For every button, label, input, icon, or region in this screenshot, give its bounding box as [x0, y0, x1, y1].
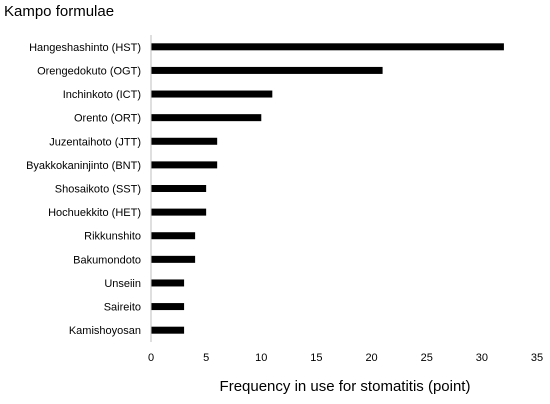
bar — [151, 232, 196, 240]
bar — [151, 279, 185, 287]
bar — [151, 114, 262, 122]
bar — [151, 90, 273, 98]
x-tick-label: 0 — [148, 352, 154, 364]
bar — [151, 137, 218, 145]
x-axis-label: Frequency in use for stomatitis (point) — [220, 378, 471, 395]
x-tick-label: 25 — [421, 352, 433, 364]
bar — [151, 161, 218, 169]
x-tick-label: 30 — [476, 352, 488, 364]
category-label: Unseiin — [104, 278, 141, 290]
x-tick-label: 35 — [531, 352, 543, 364]
category-label: Saireito — [104, 302, 141, 314]
category-label: Rikkunshito — [84, 231, 141, 243]
bar — [151, 208, 207, 216]
x-tick-label: 10 — [255, 352, 267, 364]
category-labels: Hangeshashinto (HST) Orengedokuto (OGT) In… — [26, 42, 141, 337]
bar — [151, 303, 185, 311]
chart-title: Kampo formulae — [4, 3, 114, 20]
bar — [151, 43, 504, 51]
bar — [151, 255, 196, 263]
x-tick-label: 20 — [365, 352, 377, 364]
bars — [151, 43, 504, 334]
bar — [151, 326, 185, 334]
category-label: Orengedokuto (OGT) — [37, 65, 141, 77]
category-label: Hangeshashinto (HST) — [29, 42, 141, 54]
x-tick-labels: 0 5 10 15 20 25 30 35 — [148, 352, 543, 364]
category-label: Kamishoyosan — [69, 325, 141, 337]
category-label: Inchinkoto (ICT) — [63, 89, 141, 101]
bar — [151, 66, 383, 74]
x-tick-label: 5 — [203, 352, 209, 364]
category-label: Hochuekkito (HET) — [48, 207, 141, 219]
category-label: Bakumondoto — [73, 254, 141, 266]
bar — [151, 185, 207, 192]
category-label: Orento (ORT) — [74, 113, 141, 125]
x-tick-label: 15 — [310, 352, 322, 364]
category-label: Shosaikoto (SST) — [55, 184, 141, 196]
category-label: Byakkokaninjinto (BNT) — [26, 160, 141, 172]
category-label: Juzentaihoto (JTT) — [49, 136, 141, 148]
